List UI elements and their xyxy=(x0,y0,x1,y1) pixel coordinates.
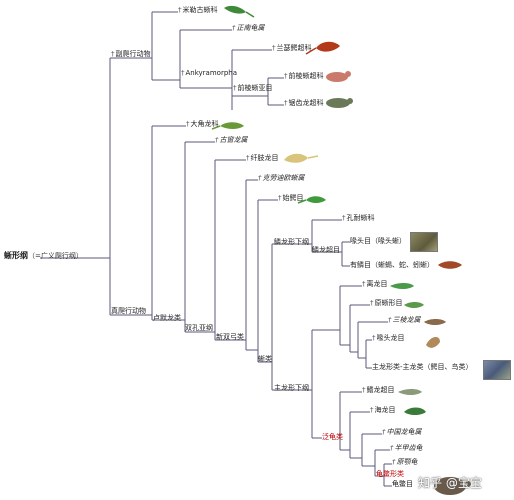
node-lepidosauria: 鳞龙超目 xyxy=(312,246,340,254)
node-pareiasauroidea: †锯齿龙超科 xyxy=(284,99,324,107)
root-name: 蜥形纲 xyxy=(4,251,28,260)
node-rhynchosauria: †喙头龙目 xyxy=(372,334,405,342)
node-diapsida: 双孔亚纲 xyxy=(185,324,213,332)
node-ankyramorpha: †Ankyramorpha xyxy=(181,69,237,77)
root-subtitle: （=广义爬行纲） xyxy=(28,252,83,260)
node-choristodera: †离龙目 xyxy=(362,280,388,288)
turtle-illustration xyxy=(434,477,471,495)
node-odontochelys2: †原颚龟 xyxy=(392,458,418,466)
node-eureptilia: 真爬行动物 xyxy=(111,307,146,315)
node-claudiosaurus: †克劳迪欧蜥属 xyxy=(258,174,305,182)
node-squamata: 有鳞目（蜥蜴、蛇、蚓蜥） xyxy=(350,261,434,269)
node-paleothyris: †古窗龙属 xyxy=(215,136,248,144)
ichthyosaur-illustration xyxy=(398,389,422,395)
millerettidae-lizard-illustration xyxy=(224,5,255,18)
node-younginiformes: †始鳄目 xyxy=(278,194,304,202)
lanthanosuchoid-illustration xyxy=(305,41,340,55)
squamate-illustration xyxy=(438,261,462,269)
node-millerettidae: †米勒古蜥科 xyxy=(178,6,218,14)
node-sauria: 蜥类 xyxy=(258,355,272,363)
rhynchosaur-illustration xyxy=(426,336,440,348)
node-romeriida: 卢默龙类 xyxy=(153,314,181,322)
captorhinid-illustration xyxy=(211,122,244,130)
node-testudines2: 龟鳖目 xyxy=(392,480,413,488)
node-captorhinidae: †大角龙科 xyxy=(186,120,219,128)
node-thalattosauria: †海龙目 xyxy=(370,406,396,414)
node-neodiapsida: 新双弓类 xyxy=(216,333,244,341)
younginiform-illustration xyxy=(297,196,326,204)
thalattosaur-illustration xyxy=(404,407,426,415)
procolophonoid-illustration xyxy=(326,71,351,82)
node-procolophonia: †前棱蜥亚目 xyxy=(233,84,273,92)
protorosaur-illustration xyxy=(404,302,424,308)
node-lanthanosuchoidea: †兰瑟鳄超科 xyxy=(272,44,312,52)
node-rhynchocephalia: 喙头目（喙头蜥） xyxy=(350,237,406,245)
araeoscelid-illustration xyxy=(284,153,319,163)
rhynchocephalia-photo xyxy=(410,232,438,252)
node-eunotosaurus: †正南龟属 xyxy=(232,24,265,32)
node-pantestudines: 泛龟类 xyxy=(322,433,343,441)
node-parareptilia: †副爬行动物 xyxy=(111,50,151,58)
node-ichthyosauria: †鳍龙超目 xyxy=(362,386,395,394)
node-araeoscelidia: †纤肢龙目 xyxy=(246,154,279,162)
node-procolophonoidea: †前棱蜥超科 xyxy=(284,72,324,80)
node-kuehneosauridae: †孔耐蜥科 xyxy=(342,214,375,222)
node-protorosauria: †原蜥形目 xyxy=(370,299,403,307)
node-odontochelys: †中国龙龟属 xyxy=(382,428,422,436)
trilophosaurus-illustration xyxy=(424,319,446,325)
node-lepidosauromorpha: 鳞龙形下纲 xyxy=(274,238,309,246)
watermark: 知乎 @宝宝 xyxy=(418,476,482,490)
root-label: 蜥形纲（=广义爬行纲） xyxy=(4,251,83,261)
node-archosauriformes: 主龙形类-主龙类（鳄目、鸟类） xyxy=(372,363,473,371)
node-proganochelys: †半甲齿龟 xyxy=(390,444,423,452)
node-testudines: 龟鳖形类 xyxy=(376,470,404,478)
node-archosauromorpha: 主龙形下纲 xyxy=(274,384,309,392)
node-trilophosaurus: †三棱龙属 xyxy=(388,316,421,324)
choristodere-illustration xyxy=(390,283,414,289)
archosaur-photo xyxy=(483,360,511,380)
pareiasaur-illustration xyxy=(326,98,353,108)
